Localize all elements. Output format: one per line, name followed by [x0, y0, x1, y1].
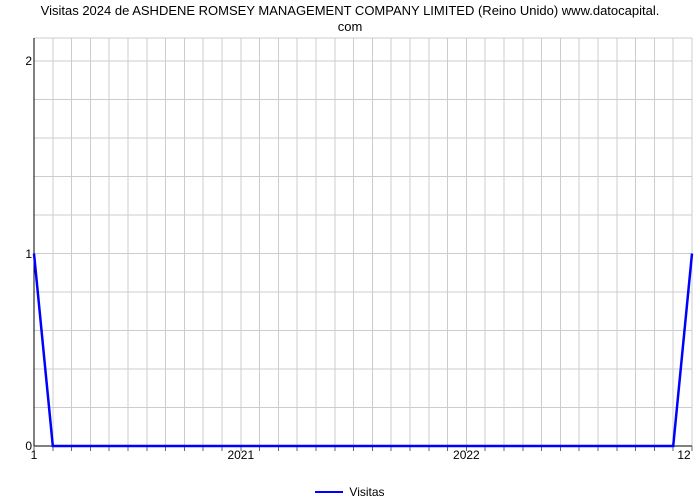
x-tick-label: 2021: [227, 448, 254, 462]
legend-item: Visitas: [315, 485, 384, 499]
plot-area: [34, 38, 692, 446]
x-tick-label: 2022: [453, 448, 480, 462]
x-tick-label-right: 12: [677, 448, 690, 462]
legend-swatch: [315, 491, 343, 494]
legend: Visitas: [0, 480, 700, 499]
y-tick-label: 0: [12, 439, 32, 453]
y-tick-label: 1: [12, 247, 32, 261]
legend-label: Visitas: [349, 485, 384, 499]
y-tick-label: 2: [12, 54, 32, 68]
chart-container: Visitas 2024 de ASHDENE ROMSEY MANAGEMEN…: [0, 0, 700, 500]
plot-svg: [34, 38, 692, 446]
x-tick-label-left: 1: [31, 448, 38, 462]
chart-title: Visitas 2024 de ASHDENE ROMSEY MANAGEMEN…: [0, 3, 700, 36]
